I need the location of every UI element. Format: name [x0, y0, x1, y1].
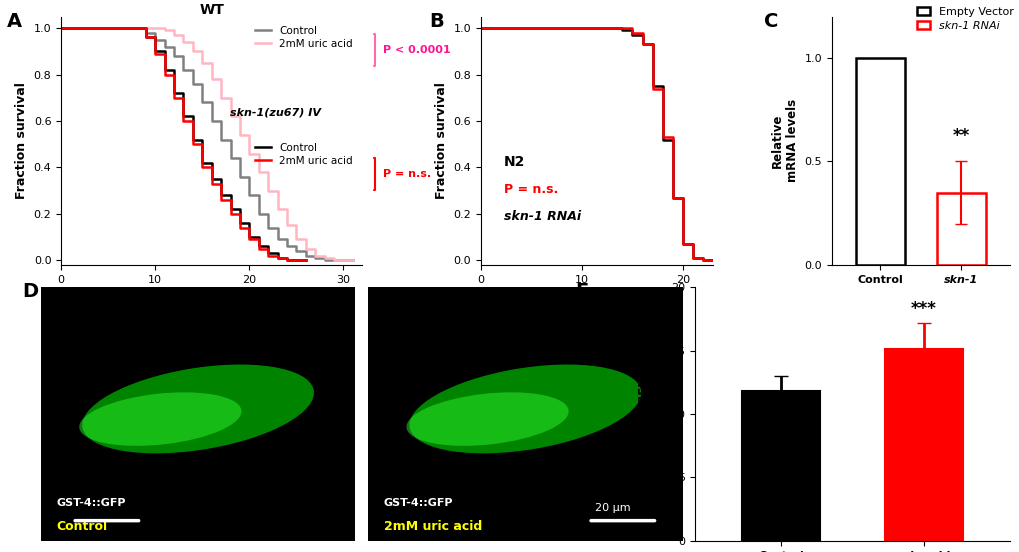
Title: WT: WT [199, 3, 224, 17]
Ellipse shape [409, 364, 641, 453]
Text: P < 0.0001: P < 0.0001 [383, 45, 450, 55]
Text: A: A [7, 12, 22, 30]
Ellipse shape [79, 392, 242, 446]
Text: C: C [763, 12, 777, 30]
Text: D: D [21, 282, 38, 301]
Text: B: B [429, 12, 444, 30]
Legend: Control, 2mM uric acid: Control, 2mM uric acid [251, 139, 357, 170]
Bar [936, 193, 984, 265]
Bar [855, 58, 904, 265]
Text: P = n.s.: P = n.s. [383, 169, 431, 179]
Bar [741, 391, 819, 541]
Text: P = n.s.: P = n.s. [503, 183, 557, 196]
Text: Control: Control [56, 521, 108, 533]
Text: GST-4::GFP: GST-4::GFP [56, 498, 126, 508]
Text: 2mM uric acid: 2mM uric acid [383, 521, 482, 533]
X-axis label: Days at 20 °C: Days at 20 °C [549, 290, 644, 303]
Ellipse shape [83, 364, 314, 453]
Legend: Empty Vector, skn-1 RNAi: Empty Vector, skn-1 RNAi [912, 2, 1018, 35]
X-axis label: Days at 20 °C: Days at 20 °C [164, 290, 259, 303]
Text: E: E [575, 282, 588, 301]
Y-axis label: Fraction survival: Fraction survival [15, 82, 29, 199]
Y-axis label: GST-4::GFP
Fluorescence(a.u): GST-4::GFP Fluorescence(a.u) [637, 354, 665, 474]
Ellipse shape [406, 392, 569, 446]
Text: GST-4::GFP: GST-4::GFP [383, 498, 452, 508]
Text: ***: *** [910, 300, 936, 317]
Y-axis label: Relative
mRNA levels: Relative mRNA levels [770, 99, 798, 182]
Text: N2: N2 [503, 155, 525, 168]
Text: 20 μm: 20 μm [594, 503, 630, 513]
Text: **: ** [952, 127, 969, 145]
Text: skn-1(zu67) IV: skn-1(zu67) IV [229, 108, 320, 118]
Bar [883, 349, 962, 541]
Y-axis label: Fraction survival: Fraction survival [434, 82, 447, 199]
Text: skn-1 RNAi: skn-1 RNAi [503, 210, 581, 223]
